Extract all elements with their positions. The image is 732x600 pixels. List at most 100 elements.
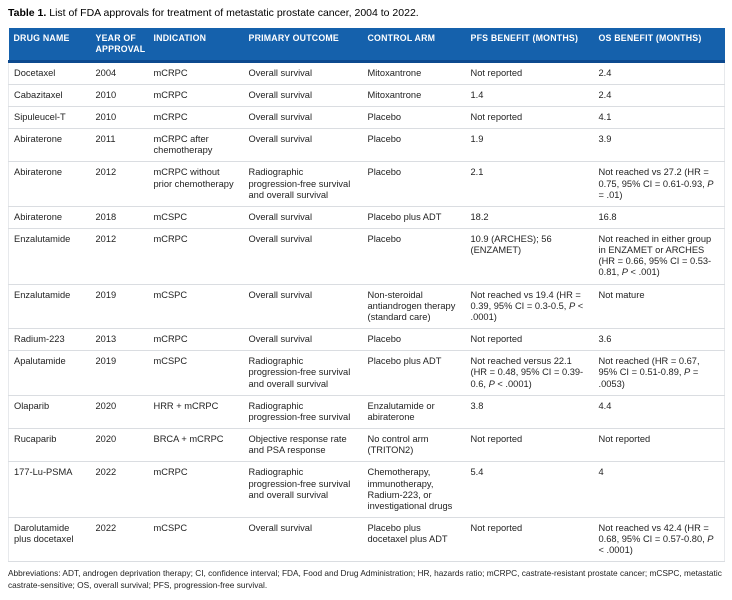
cell-os-benefit: Not reached vs 42.4 (HR = 0.68, 95% CI =… xyxy=(593,517,725,563)
cell-drug-name: Abiraterone xyxy=(8,161,91,207)
cell-year-of-approval: 2011 xyxy=(90,128,149,163)
cell-control-arm: Placebo xyxy=(362,328,466,352)
cell-indication: mCRPC xyxy=(148,84,244,107)
cell-control-arm: No control arm (TRITON2) xyxy=(362,428,466,463)
table-row: Enzalutamide 2012 mCRPC Overall survival Pla… xyxy=(8,228,725,285)
cell-primary-outcome: Radiographic progression-free survival xyxy=(243,395,363,430)
cell-os-benefit: 4.4 xyxy=(593,395,725,430)
table-row: Docetaxel 2004 mCRPC Overall survival Mitoxa… xyxy=(8,61,725,85)
cell-pfs-benefit: Not reported xyxy=(465,328,594,352)
cell-control-arm: Mitoxantrone xyxy=(362,84,466,107)
cell-primary-outcome: Overall survival xyxy=(243,328,363,352)
cell-pfs-benefit: Not reported xyxy=(465,61,594,85)
cell-pfs-benefit: Not reported xyxy=(465,106,594,130)
cell-drug-name: Docetaxel xyxy=(8,61,91,85)
cell-control-arm: Placebo xyxy=(362,128,466,163)
table-row: Abiraterone 2018 mCSPC Overall survival Plac… xyxy=(8,206,725,230)
cell-year-of-approval: 2012 xyxy=(90,228,149,285)
cell-year-of-approval: 2020 xyxy=(90,395,149,430)
cell-drug-name: Rucaparib xyxy=(8,428,91,463)
cell-primary-outcome: Overall survival xyxy=(243,84,363,107)
cell-os-benefit: 16.8 xyxy=(593,206,725,230)
cell-indication: mCRPC xyxy=(148,461,244,518)
column-header-pfs-benefit: PFS BENEFIT (MONTHS) xyxy=(465,27,594,63)
cell-control-arm: Placebo xyxy=(362,161,466,207)
cell-indication: mCRPC without prior chemotherapy xyxy=(148,161,244,207)
cell-control-arm: Chemotherapy, immunotherapy, Radium-223,… xyxy=(362,461,466,518)
cell-drug-name: Radium-223 xyxy=(8,328,91,352)
cell-pfs-benefit: 18.2 xyxy=(465,206,594,230)
table-row: Darolutamide plus docetaxel 2022 mCSPC Over… xyxy=(8,517,725,563)
cell-drug-name: Enzalutamide xyxy=(8,228,91,285)
table-row: Radium-223 2013 mCRPC Overall survival Place… xyxy=(8,328,725,352)
cell-year-of-approval: 2004 xyxy=(90,61,149,85)
cell-os-benefit: 2.4 xyxy=(593,61,725,85)
cell-year-of-approval: 2019 xyxy=(90,284,149,330)
cell-year-of-approval: 2010 xyxy=(90,106,149,130)
column-header-os-benefit: OS BENEFIT (MONTHS) xyxy=(593,27,725,63)
cell-year-of-approval: 2019 xyxy=(90,350,149,396)
cell-os-benefit: 3.6 xyxy=(593,328,725,352)
cell-primary-outcome: Radiographic progression-free survival a… xyxy=(243,161,363,207)
cell-pfs-benefit: 1.4 xyxy=(465,84,594,107)
cell-primary-outcome: Overall survival xyxy=(243,61,363,85)
cell-indication: mCSPC xyxy=(148,284,244,330)
abbreviations-footnote: Abbreviations: ADT, androgen deprivation… xyxy=(8,568,722,591)
cell-indication: BRCA + mCRPC xyxy=(148,428,244,463)
cell-indication: HRR + mCRPC xyxy=(148,395,244,430)
cell-drug-name: Abiraterone xyxy=(8,206,91,230)
cell-primary-outcome: Radiographic progression-free survival a… xyxy=(243,461,363,518)
cell-indication: mCRPC xyxy=(148,328,244,352)
cell-primary-outcome: Overall survival xyxy=(243,106,363,130)
table-row: Olaparib 2020 HRR + mCRPC Radiographic prog… xyxy=(8,395,725,430)
cell-year-of-approval: 2020 xyxy=(90,428,149,463)
table-row: Abiraterone 2012 mCRPC without prior chemo… xyxy=(8,161,725,207)
cell-primary-outcome: Overall survival xyxy=(243,517,363,563)
table-title: Table 1. List of FDA approvals for treat… xyxy=(8,7,724,21)
table-head: DRUG NAME YEAR OF APPROVAL INDICATION PRIMA… xyxy=(8,27,725,63)
cell-primary-outcome: Overall survival xyxy=(243,206,363,230)
cell-primary-outcome: Overall survival xyxy=(243,284,363,330)
table-number: Table 1. xyxy=(8,7,47,19)
cell-primary-outcome: Overall survival xyxy=(243,228,363,285)
cell-pfs-benefit: 2.1 xyxy=(465,161,594,207)
column-header-indication: INDICATION xyxy=(148,27,244,63)
table-row: Sipuleucel-T 2010 mCRPC Overall survival Pla… xyxy=(8,106,725,130)
cell-os-benefit: Not reported xyxy=(593,428,725,463)
cell-indication: mCRPC xyxy=(148,61,244,85)
cell-drug-name: Abiraterone xyxy=(8,128,91,163)
cell-indication: mCRPC xyxy=(148,106,244,130)
cell-drug-name: Olaparib xyxy=(8,395,91,430)
cell-control-arm: Placebo plus docetaxel plus ADT xyxy=(362,517,466,563)
cell-pfs-benefit: 1.9 xyxy=(465,128,594,163)
cell-os-benefit: 3.9 xyxy=(593,128,725,163)
cell-indication: mCSPC xyxy=(148,206,244,230)
cell-drug-name: Enzalutamide xyxy=(8,284,91,330)
cell-pfs-benefit: Not reported xyxy=(465,517,594,563)
cell-control-arm: Placebo xyxy=(362,228,466,285)
cell-control-arm: Enzalutamide or abiraterone xyxy=(362,395,466,430)
cell-control-arm: Placebo plus ADT xyxy=(362,350,466,396)
cell-year-of-approval: 2010 xyxy=(90,84,149,107)
cell-pfs-benefit: 3.8 xyxy=(465,395,594,430)
cell-indication: mCSPC xyxy=(148,350,244,396)
cell-os-benefit: 4 xyxy=(593,461,725,518)
table-row: Rucaparib 2020 BRCA + mCRPC Objective respo… xyxy=(8,428,725,463)
cell-primary-outcome: Objective response rate and PSA response xyxy=(243,428,363,463)
cell-control-arm: Placebo plus ADT xyxy=(362,206,466,230)
cell-primary-outcome: Overall survival xyxy=(243,128,363,163)
cell-os-benefit: Not reached (HR = 0.67, 95% CI = 0.51-0.… xyxy=(593,350,725,396)
cell-drug-name: Darolutamide plus docetaxel xyxy=(8,517,91,563)
cell-control-arm: Non-steroidal antiandrogen therapy (stan… xyxy=(362,284,466,330)
table-body: Docetaxel 2004 mCRPC Overall survival Mitoxa… xyxy=(8,61,725,563)
cell-pfs-benefit: Not reached versus 22.1 (HR = 0.48, 95% … xyxy=(465,350,594,396)
cell-control-arm: Placebo xyxy=(362,106,466,130)
cell-year-of-approval: 2018 xyxy=(90,206,149,230)
cell-year-of-approval: 2012 xyxy=(90,161,149,207)
cell-pfs-benefit: Not reported xyxy=(465,428,594,463)
table-row: Abiraterone 2011 mCRPC after chemotherapy O… xyxy=(8,128,725,163)
cell-os-benefit: 2.4 xyxy=(593,84,725,107)
cell-os-benefit: Not reached vs 27.2 (HR = 0.75, 95% CI =… xyxy=(593,161,725,207)
table-row: 177-Lu-PSMA 2022 mCRPC Radiographic progres… xyxy=(8,461,725,518)
